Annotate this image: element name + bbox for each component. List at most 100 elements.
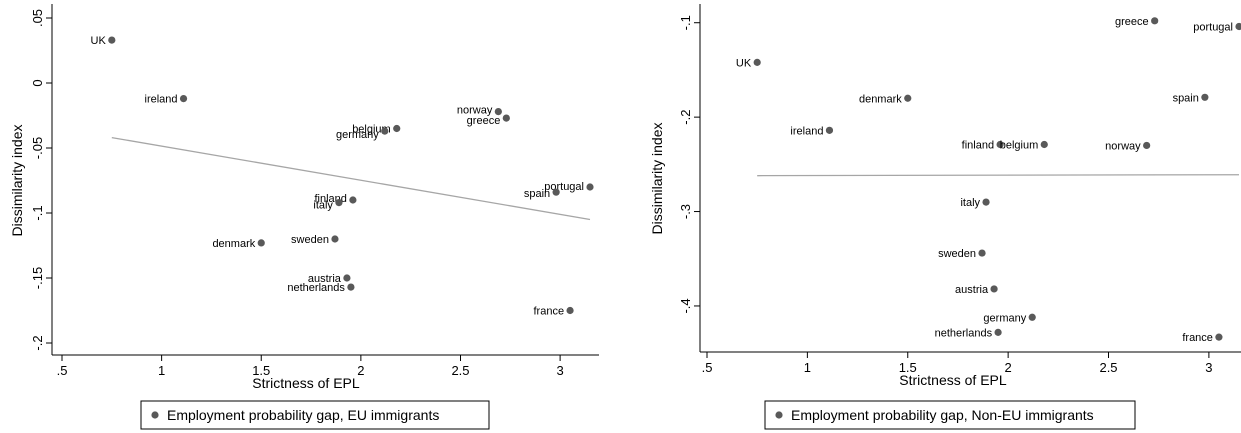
data-point-greece bbox=[1151, 17, 1159, 25]
chart-panel-non-eu: -.1 -.2 -.3 -.4 .5 1 1.5 2 2.5 3 greece portugal U… bbox=[649, 4, 1241, 430]
point-label-austria: austria bbox=[308, 273, 342, 285]
x-tick-label: 1 bbox=[158, 363, 165, 378]
legend-label: Employment probability gap, Non-EU immig… bbox=[791, 407, 1094, 423]
point-label-germany: germany bbox=[983, 312, 1026, 324]
point-label-portugal: portugal bbox=[544, 181, 584, 193]
point-label-france: france bbox=[533, 306, 564, 318]
x-tick-label: 2 bbox=[1005, 360, 1012, 375]
point-label-spain: spain bbox=[1173, 92, 1199, 104]
data-point-austria bbox=[343, 274, 351, 282]
point-label-portugal: portugal bbox=[1193, 21, 1233, 33]
data-point-greece bbox=[502, 114, 510, 122]
data-point-portugal bbox=[586, 183, 594, 191]
data-point-germany bbox=[381, 127, 389, 135]
data-point-sweden bbox=[331, 235, 339, 243]
data-point-denmark bbox=[904, 94, 912, 102]
y-tick-label: -.4 bbox=[678, 298, 693, 313]
y-tick-label: .05 bbox=[30, 9, 45, 27]
data-point-spain bbox=[552, 188, 560, 196]
point-label-ireland: ireland bbox=[145, 94, 178, 106]
fitted-line bbox=[757, 174, 1240, 177]
y-ticks: .05 0 -.05 -.1 -.15 -.2 bbox=[30, 9, 52, 351]
point-label-norway: norway bbox=[457, 105, 493, 117]
y-axis-title: Dissimilarity index bbox=[649, 122, 665, 234]
legend-label: Employment probability gap, EU immigrant… bbox=[167, 407, 439, 423]
fitted-line bbox=[111, 136, 591, 221]
y-axis-title: Dissimilarity index bbox=[9, 124, 25, 236]
point-label-netherlands: netherlands bbox=[935, 327, 993, 339]
x-tick-label: 2.5 bbox=[1099, 360, 1117, 375]
x-axis-title: Strictness of EPL bbox=[252, 375, 360, 391]
x-tick-label: .5 bbox=[702, 360, 713, 375]
x-tick-label: 1.5 bbox=[899, 360, 917, 375]
data-point-portugal bbox=[1235, 22, 1241, 31]
y-tick-label: -.3 bbox=[678, 204, 693, 219]
y-tick-label: -.2 bbox=[678, 110, 693, 125]
legend-marker bbox=[151, 411, 159, 419]
data-point-germany bbox=[1028, 313, 1036, 321]
data-point-ireland bbox=[179, 95, 188, 103]
point-label-greece: greece bbox=[1115, 16, 1149, 28]
data-point-sweden bbox=[978, 249, 986, 257]
x-tick-label: 2.5 bbox=[451, 363, 469, 378]
point-label-italy: italy bbox=[313, 200, 333, 212]
chart-panel-eu: .05 0 -.05 -.1 -.15 -.2 .5 1 1.5 2 2.5 3 UK ireland… bbox=[9, 4, 599, 430]
point-label-italy: italy bbox=[960, 197, 980, 209]
y-tick-label: -.2 bbox=[30, 335, 45, 350]
data-point-spain bbox=[1201, 93, 1209, 101]
data-point-france bbox=[566, 306, 574, 315]
y-ticks: -.1 -.2 -.3 -.4 bbox=[678, 15, 700, 314]
data-point-UK bbox=[108, 36, 116, 44]
data-point-norway bbox=[494, 108, 502, 116]
point-label-greece: greece bbox=[467, 115, 501, 127]
point-label-belgium: belgium bbox=[352, 124, 391, 136]
data-point-italy bbox=[982, 198, 990, 206]
data-point-finland bbox=[996, 140, 1004, 149]
data-point-france bbox=[1215, 333, 1223, 341]
x-tick-label: 1.5 bbox=[252, 363, 270, 378]
point-label-netherlands: netherlands bbox=[287, 282, 345, 294]
x-tick-label: 2 bbox=[357, 363, 364, 378]
point-label-denmark: denmark bbox=[212, 238, 255, 250]
legend: Employment probability gap, Non-EU immig… bbox=[764, 400, 1136, 430]
data-point-UK bbox=[753, 58, 761, 66]
data-point-austria bbox=[990, 285, 998, 293]
y-tick-label: -.15 bbox=[30, 267, 45, 289]
data-point-netherlands bbox=[994, 328, 1002, 336]
x-tick-label: 3 bbox=[556, 363, 563, 378]
data-point-ireland bbox=[825, 126, 834, 134]
y-tick-label: -.05 bbox=[30, 137, 45, 159]
point-label-france: france bbox=[1182, 332, 1213, 344]
point-label-norway: norway bbox=[1105, 140, 1141, 152]
point-label-austria: austria bbox=[955, 284, 989, 296]
x-axis-title: Strictness of EPL bbox=[899, 372, 1007, 388]
x-tick-label: 1 bbox=[804, 360, 811, 375]
x-ticks: .5 1 1.5 2 2.5 3 bbox=[57, 355, 564, 378]
legend: Employment probability gap, EU immigrant… bbox=[140, 400, 490, 430]
y-tick-label: 0 bbox=[30, 79, 45, 86]
data-point-norway bbox=[1143, 141, 1151, 150]
legend-box bbox=[140, 400, 490, 430]
data-point-belgium bbox=[393, 124, 401, 133]
data-point-italy bbox=[335, 199, 343, 207]
point-label-UK: UK bbox=[91, 35, 107, 47]
y-tick-label: -.1 bbox=[30, 205, 45, 220]
y-tick-label: -.1 bbox=[678, 15, 693, 30]
point-label-ireland: ireland bbox=[790, 125, 823, 137]
data-point-finland bbox=[349, 196, 357, 204]
data-point-belgium bbox=[1040, 140, 1048, 149]
legend-marker bbox=[775, 411, 783, 419]
point-label-belgium: belgium bbox=[1000, 140, 1039, 152]
data-points: greece portugal UK denmark spain ireland finla… bbox=[736, 16, 1241, 344]
point-label-spain: spain bbox=[524, 188, 550, 200]
point-label-finland: finland bbox=[962, 140, 994, 152]
data-point-netherlands bbox=[347, 283, 355, 291]
x-tick-label: 3 bbox=[1205, 360, 1212, 375]
point-label-UK: UK bbox=[736, 57, 752, 69]
x-ticks: .5 1 1.5 2 2.5 3 bbox=[702, 352, 1213, 375]
point-label-sweden: sweden bbox=[938, 248, 976, 260]
point-label-denmark: denmark bbox=[859, 93, 902, 105]
point-label-sweden: sweden bbox=[291, 234, 329, 246]
